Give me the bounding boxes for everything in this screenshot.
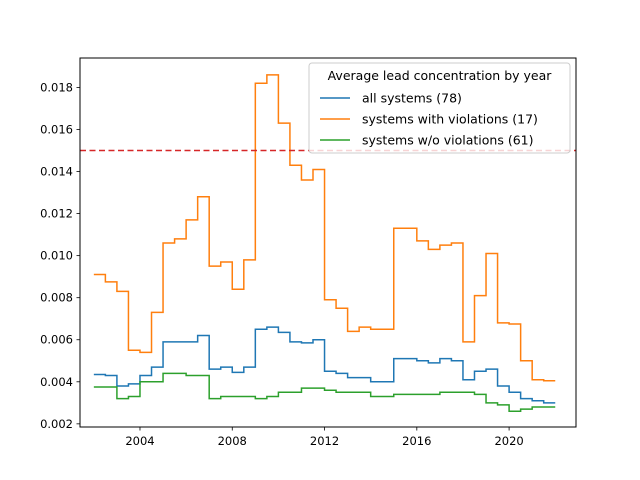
- legend-title: Average lead concentration by year: [328, 68, 553, 83]
- y-tick-label: 0.002: [40, 417, 73, 431]
- axes-frame: [79, 57, 577, 428]
- x-tick-label: 2016: [402, 434, 431, 448]
- y-tick-label: 0.010: [40, 249, 73, 263]
- y-tick-label: 0.008: [40, 291, 73, 305]
- series-line-1: [93, 326, 556, 404]
- y-tick-label: 0.014: [40, 165, 73, 179]
- x-tick-label: 2012: [310, 434, 339, 448]
- legend-label-1: all systems (78): [362, 91, 462, 106]
- y-tick-label: 0.004: [40, 375, 73, 389]
- legend-entries: all systems (78) systems with violations …: [320, 91, 538, 148]
- x-tick-label: 2020: [494, 434, 523, 448]
- legend-label-3: systems w/o violations (61): [362, 133, 533, 148]
- x-tick-label: 2004: [125, 434, 154, 448]
- y-tick-label: 0.016: [40, 122, 73, 136]
- legend-box: [308, 62, 571, 154]
- series-line-2: [93, 74, 556, 382]
- x-tick-label: 2008: [218, 434, 247, 448]
- y-tick-label: 0.018: [40, 80, 73, 94]
- y-tick-label: 0.012: [40, 207, 73, 221]
- y-tick-label: 0.006: [40, 333, 73, 347]
- series-line-3: [93, 372, 556, 412]
- legend-label-2: systems with violations (17): [362, 112, 538, 127]
- legend: Average lead concentration by year all s…: [308, 62, 571, 154]
- axes: 2004 2008 2012 2016 2020 0.002 0.004 0.006 0.008…: [40, 80, 524, 448]
